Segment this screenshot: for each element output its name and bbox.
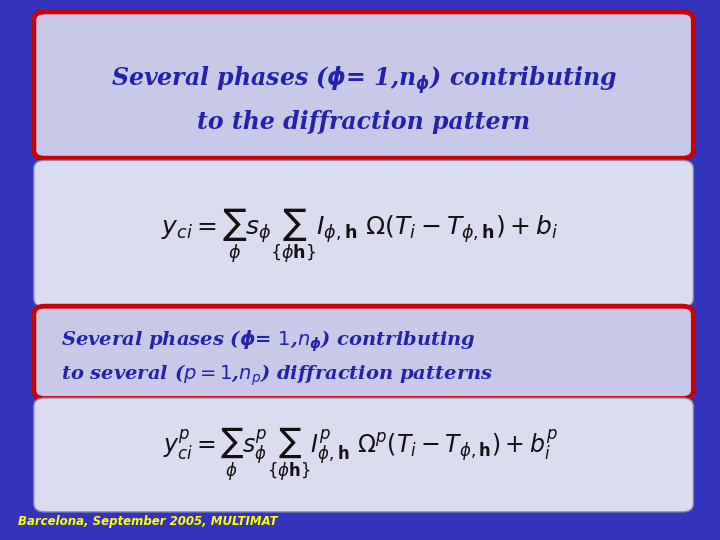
FancyBboxPatch shape <box>34 398 693 512</box>
FancyBboxPatch shape <box>34 160 693 307</box>
Text: Several phases ($\boldsymbol{\phi}$= 1,n$_{\boldsymbol{\phi}}$) contributing: Several phases ($\boldsymbol{\phi}$= 1,n… <box>110 64 617 95</box>
Text: to several ($\mathit{p=1}$,$n_p$) diffraction patterns: to several ($\mathit{p=1}$,$n_p$) diffra… <box>61 362 493 388</box>
FancyBboxPatch shape <box>34 306 693 399</box>
Text: $y_{ci}^{p} = \sum_{\phi} s_{\phi}^{p} \sum_{\{\phi\mathbf{h}\}} I^{p}_{\phi,\ma: $y_{ci}^{p} = \sum_{\phi} s_{\phi}^{p} \… <box>163 426 557 484</box>
Text: $y_{ci} = \sum_{\phi} s_{\phi} \sum_{\{\phi\mathbf{h}\}} I_{\phi,\mathbf{h}}\ \O: $y_{ci} = \sum_{\phi} s_{\phi} \sum_{\{\… <box>161 206 559 266</box>
Text: Several phases ($\boldsymbol{\phi}$= $\mathit{1}$,$n_{\boldsymbol{\phi}}$) contr: Several phases ($\boldsymbol{\phi}$= $\m… <box>61 328 476 353</box>
Text: to the diffraction pattern: to the diffraction pattern <box>197 110 530 133</box>
Text: Barcelona, September 2005, MULTIMAT: Barcelona, September 2005, MULTIMAT <box>18 515 278 528</box>
FancyBboxPatch shape <box>34 12 693 158</box>
